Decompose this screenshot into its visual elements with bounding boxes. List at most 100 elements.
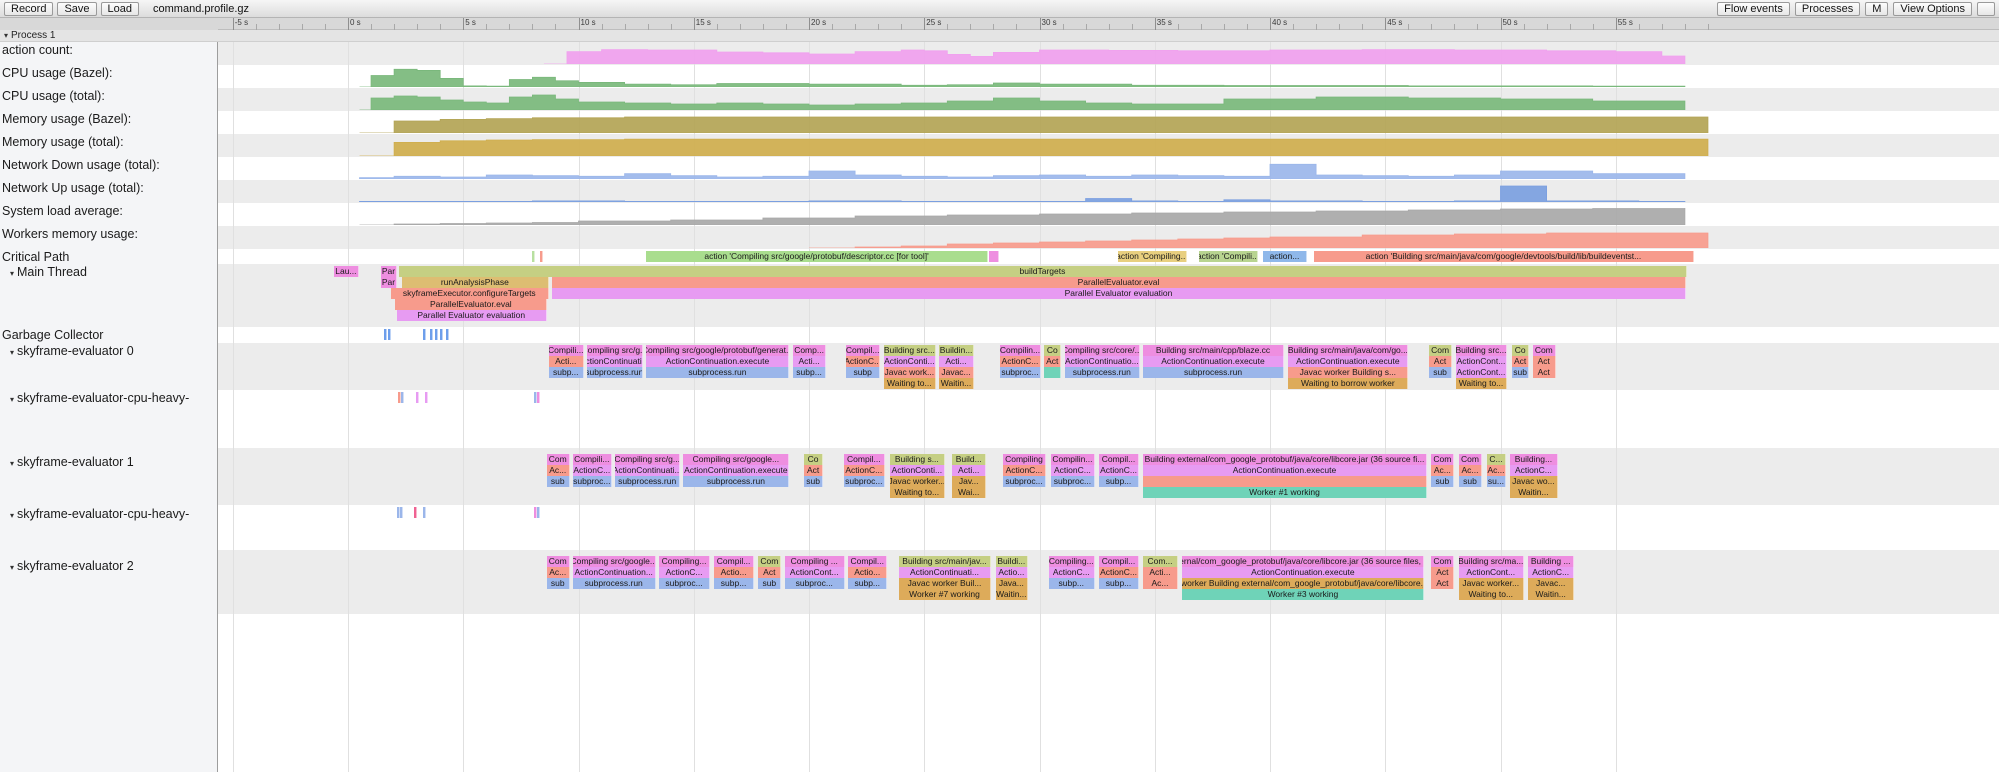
timeline-slice[interactable]: Compilin... [1000,345,1041,356]
timeline-slice[interactable]: ActionContinuatio... [1064,356,1140,367]
timeline-slice[interactable]: Co [1512,345,1530,356]
timeline-slice[interactable]: Acti... [1143,567,1178,578]
timeline-slice[interactable]: subprocess.run [572,578,656,589]
timeline-slice[interactable]: ActionContinuation.execute [1143,465,1427,476]
timeline-slice[interactable]: subp... [792,367,827,378]
timeline-slice[interactable]: Worker #3 working [1182,589,1425,600]
timeline-slice[interactable]: ActionC... [659,567,710,578]
timeline-slice[interactable]: Compiling src/google... [683,454,790,465]
record-button[interactable]: Record [4,1,54,16]
timeline-slice[interactable]: Waitin... [939,378,974,389]
timeline-slice[interactable]: action 'Compili... [1198,251,1259,262]
timeline-slice[interactable] [422,507,426,518]
timeline-slice[interactable]: subproc... [1000,367,1041,378]
timeline-slice[interactable]: Compil... [714,556,754,567]
timeline-slice[interactable]: ActionContinuation.execute [683,465,790,476]
timeline-slice[interactable]: ActionConti... [889,465,945,476]
timeline-slice[interactable]: subprocess.run [615,476,680,487]
timeline-slice[interactable]: ActionContinuation.execute [646,356,790,367]
timeline-slice[interactable] [401,392,405,403]
timeline-slice[interactable]: Wai... [951,487,987,498]
timeline-slice[interactable]: Com [1431,454,1455,465]
timeline-ruler[interactable]: -5 s 0 s 5 s 10 s 15 s 20 s 25 s 30 s 35 s 40 s 45… [0,18,1999,30]
timeline-slice[interactable]: Javac wo... [1509,476,1559,487]
timeline-slice[interactable]: Worker #1 working [1143,487,1427,498]
track-label-skyframe-evaluator-1[interactable]: ▾ skyframe-evaluator 1 [10,456,134,470]
timeline-slice[interactable] [435,329,439,340]
view-options-button[interactable]: View Options [1893,1,1972,16]
timeline-slice[interactable]: Co [1044,345,1062,356]
timeline-slice[interactable]: Building ... [1528,556,1575,567]
timeline-slice[interactable]: Compili... [548,345,584,356]
timeline-slice[interactable]: Compiling src/g... [586,345,644,356]
track-label-main-thread[interactable]: ▾ Main Thread [10,266,87,280]
timeline-slice[interactable]: Compilin... [1051,454,1095,465]
timeline-slice[interactable]: ActionC... [572,465,612,476]
timeline-slice[interactable]: ParallelEvaluator.eval [395,299,548,310]
timeline-slice[interactable]: Compil... [848,556,888,567]
timeline-slice[interactable]: Building src/main/java/com/go... [1288,345,1409,356]
timeline-slice[interactable] [422,329,426,340]
timeline-slice[interactable]: Compili... [572,454,612,465]
timeline-slice[interactable] [1044,367,1062,378]
timeline-slice[interactable]: Building src/ma... [1459,556,1524,567]
timeline-slice[interactable]: subp [845,367,881,378]
timeline-slice[interactable] [415,392,419,403]
timeline-slice[interactable]: ActionCont... [1455,367,1508,378]
timeline-slice[interactable]: subproc... [843,476,886,487]
timeline-slice[interactable] [536,507,540,518]
counter-chart-workers-memory-usage[interactable] [218,227,1999,248]
timeline-slice[interactable]: Com [1429,345,1453,356]
timeline-slice[interactable]: action 'Compiling src/google/protobuf/de… [646,251,988,262]
counter-chart-memory-usage-total[interactable] [218,135,1999,156]
timeline-slice[interactable] [397,392,401,403]
timeline-slice[interactable]: Par [380,277,398,288]
timeline-slice[interactable]: Actio... [714,567,754,578]
timeline-slice[interactable]: ActionC... [1051,465,1095,476]
timeline-slice[interactable]: subp... [1048,578,1095,589]
timeline-slice[interactable]: Compil... [845,345,881,356]
timeline-slice[interactable]: subproc... [659,578,710,589]
timeline-slice[interactable] [988,251,1000,262]
timeline-slice[interactable]: subproc... [572,476,612,487]
timeline-slice[interactable]: buildTargets [398,266,1688,277]
timeline-slice[interactable]: Building src... [883,345,936,356]
timeline-slice[interactable]: Com [758,556,782,567]
timeline-slice[interactable]: Ac... [1431,465,1455,476]
timeline-slice[interactable]: ActionContinuati... [586,356,644,367]
timeline-slice[interactable]: Building s... [889,454,945,465]
timeline-slice[interactable]: Javac... [939,367,974,378]
timeline-slice[interactable]: Actio... [848,567,888,578]
timeline-slice[interactable]: Waiting to... [883,378,936,389]
save-button[interactable]: Save [57,1,97,16]
timeline-slice[interactable]: subprocess.run [1064,367,1140,378]
timeline-slice[interactable]: ActionC... [1002,465,1047,476]
timeline-slice[interactable]: Compil... [843,454,886,465]
timeline-slice[interactable]: Compiling... [659,556,710,567]
timeline-slice[interactable]: Javac worker... [889,476,945,487]
timeline-slice[interactable]: Ac... [546,567,570,578]
timeline-slice[interactable]: ActionC... [843,465,886,476]
timeline-slice[interactable]: Ac... [546,465,570,476]
timeline-slice[interactable]: Waiting to... [1455,378,1508,389]
timeline-slice[interactable]: Act [758,567,782,578]
timeline-slice[interactable]: Building src/main/jav... [898,556,992,567]
metrics-button[interactable]: M [1865,1,1889,16]
timeline-slice[interactable]: Waitin... [1509,487,1559,498]
timeline-slice[interactable]: Javac worker... [1459,578,1524,589]
timeline-slice[interactable]: sub [804,476,823,487]
timeline-slice[interactable]: Waitin... [1528,589,1575,600]
timeline-slice[interactable]: sub [1431,476,1455,487]
timeline-slice[interactable]: Compil... [1099,454,1139,465]
timeline-slice[interactable]: Building src/main/cpp/blaze.cc [1143,345,1284,356]
track-label-skyframe-evaluator-cpu-heavy-0[interactable]: ▾ skyframe-evaluator-cpu-heavy- [10,392,189,406]
timeline-slice[interactable]: Acti... [548,356,584,367]
timeline-slice[interactable] [396,507,400,518]
counter-chart-cpu-usage-total[interactable] [218,89,1999,110]
timeline-slice[interactable]: subp... [1099,578,1139,589]
timeline-slice[interactable]: Ac... [1143,578,1178,589]
timeline-slice[interactable]: ActionConti... [883,356,936,367]
timeline-slice[interactable]: Com [546,454,570,465]
timeline-slice[interactable]: Compiling [1002,454,1047,465]
timeline-slice[interactable]: Building... [1509,454,1559,465]
